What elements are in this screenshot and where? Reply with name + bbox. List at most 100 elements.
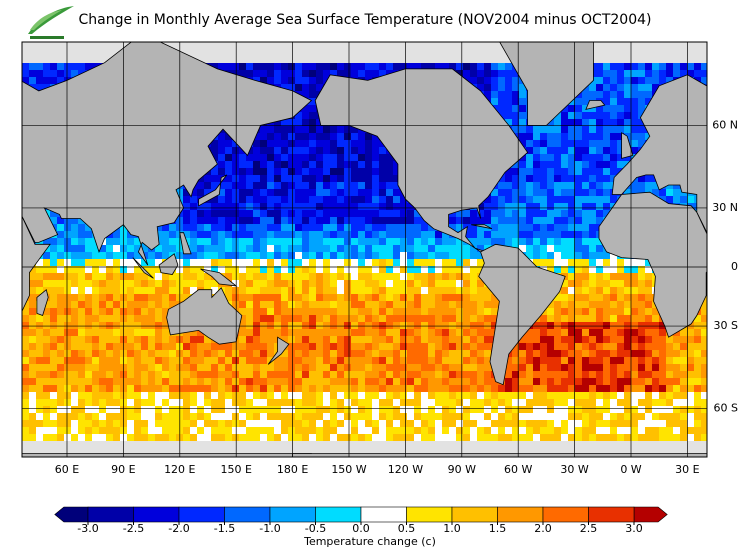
- ocean-cell: [246, 315, 253, 322]
- ocean-cell: [204, 56, 211, 63]
- ocean-cell: [358, 231, 365, 238]
- ocean-cell: [365, 266, 372, 273]
- ocean-cell: [554, 392, 561, 399]
- ocean-cell: [505, 371, 512, 378]
- ocean-cell: [582, 140, 589, 147]
- ocean-cell: [624, 70, 631, 77]
- ocean-cell: [169, 336, 176, 343]
- ocean-cell: [456, 217, 463, 224]
- ocean-cell: [379, 287, 386, 294]
- ocean-cell: [323, 133, 330, 140]
- ocean-cell: [540, 322, 547, 329]
- ocean-cell: [526, 210, 533, 217]
- ocean-cell: [29, 343, 36, 350]
- ocean-cell: [575, 315, 582, 322]
- ocean-cell: [372, 140, 379, 147]
- ocean-cell: [638, 378, 645, 385]
- ocean-cell: [351, 49, 358, 56]
- ocean-cell: [267, 77, 274, 84]
- ocean-cell: [603, 392, 610, 399]
- ocean-cell: [141, 287, 148, 294]
- ocean-cell: [624, 189, 631, 196]
- ocean-cell: [190, 189, 197, 196]
- ocean-cell: [659, 42, 666, 49]
- ocean-cell: [603, 77, 610, 84]
- ocean-cell: [43, 259, 50, 266]
- ocean-cell: [393, 210, 400, 217]
- ocean-cell: [603, 119, 610, 126]
- ocean-cell: [617, 364, 624, 371]
- ocean-cell: [316, 329, 323, 336]
- ocean-cell: [372, 231, 379, 238]
- ocean-cell: [638, 371, 645, 378]
- ocean-cell: [148, 322, 155, 329]
- ocean-cell: [575, 238, 582, 245]
- ocean-cell: [288, 210, 295, 217]
- ocean-cell: [666, 364, 673, 371]
- ocean-cell: [162, 385, 169, 392]
- ocean-cell: [477, 203, 484, 210]
- ocean-cell: [365, 42, 372, 49]
- ocean-cell: [589, 224, 596, 231]
- ocean-cell: [673, 357, 680, 364]
- ocean-cell: [113, 49, 120, 56]
- ocean-cell: [29, 371, 36, 378]
- ocean-cell: [568, 203, 575, 210]
- ocean-cell: [330, 224, 337, 231]
- ocean-cell: [456, 252, 463, 259]
- ocean-cell: [337, 378, 344, 385]
- ocean-cell: [638, 357, 645, 364]
- ocean-cell: [316, 385, 323, 392]
- ocean-cell: [78, 56, 85, 63]
- ocean-cell: [526, 343, 533, 350]
- ocean-cell: [274, 217, 281, 224]
- ocean-cell: [358, 56, 365, 63]
- ocean-cell: [603, 280, 610, 287]
- ocean-cell: [141, 280, 148, 287]
- ocean-cell: [309, 140, 316, 147]
- ocean-cell: [561, 126, 568, 133]
- ocean-cell: [414, 56, 421, 63]
- ocean-cell: [22, 42, 29, 49]
- ocean-cell: [561, 245, 568, 252]
- ocean-cell: [57, 56, 64, 63]
- ocean-cell: [673, 56, 680, 63]
- ocean-cell: [323, 161, 330, 168]
- ocean-cell: [456, 378, 463, 385]
- ocean-cell: [295, 308, 302, 315]
- ocean-cell: [169, 378, 176, 385]
- ocean-cell: [29, 322, 36, 329]
- ocean-cell: [589, 203, 596, 210]
- ocean-cell: [470, 70, 477, 77]
- ocean-cell: [561, 280, 568, 287]
- ocean-cell: [148, 259, 155, 266]
- ocean-cell: [582, 252, 589, 259]
- ocean-cell: [99, 245, 106, 252]
- ocean-cell: [162, 224, 169, 231]
- ocean-cell: [624, 315, 631, 322]
- ocean-cell: [169, 231, 176, 238]
- ocean-cell: [239, 196, 246, 203]
- ocean-cell: [302, 266, 309, 273]
- ocean-cell: [596, 294, 603, 301]
- ocean-cell: [218, 140, 225, 147]
- ocean-cell: [330, 392, 337, 399]
- ocean-cell: [351, 217, 358, 224]
- ocean-cell: [519, 336, 526, 343]
- ocean-cell: [449, 224, 456, 231]
- ocean-cell: [330, 63, 337, 70]
- ocean-cell: [596, 252, 603, 259]
- ocean-cell: [512, 231, 519, 238]
- ocean-cell: [92, 273, 99, 280]
- ocean-cell: [386, 161, 393, 168]
- ocean-cell: [652, 308, 659, 315]
- ocean-cell: [358, 63, 365, 70]
- ocean-cell: [253, 273, 260, 280]
- ocean-cell: [344, 154, 351, 161]
- ocean-cell: [568, 217, 575, 224]
- ocean-cell: [274, 385, 281, 392]
- ocean-cell: [456, 322, 463, 329]
- ocean-cell: [281, 119, 288, 126]
- ocean-cell: [288, 385, 295, 392]
- ocean-cell: [106, 357, 113, 364]
